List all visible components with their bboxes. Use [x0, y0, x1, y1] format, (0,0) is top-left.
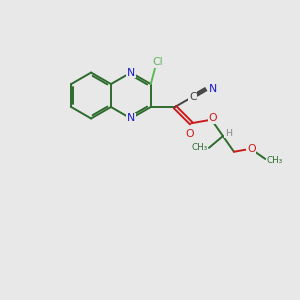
Text: O: O	[208, 113, 217, 123]
Text: N: N	[127, 68, 135, 78]
Text: CH₃: CH₃	[267, 156, 283, 165]
Text: N: N	[209, 84, 217, 94]
Text: O: O	[185, 129, 194, 139]
Text: N: N	[127, 113, 135, 124]
Text: H: H	[225, 129, 232, 138]
Text: Cl: Cl	[152, 57, 163, 67]
Text: C: C	[189, 92, 196, 102]
Text: O: O	[247, 144, 256, 154]
Text: CH₃: CH₃	[191, 143, 208, 152]
